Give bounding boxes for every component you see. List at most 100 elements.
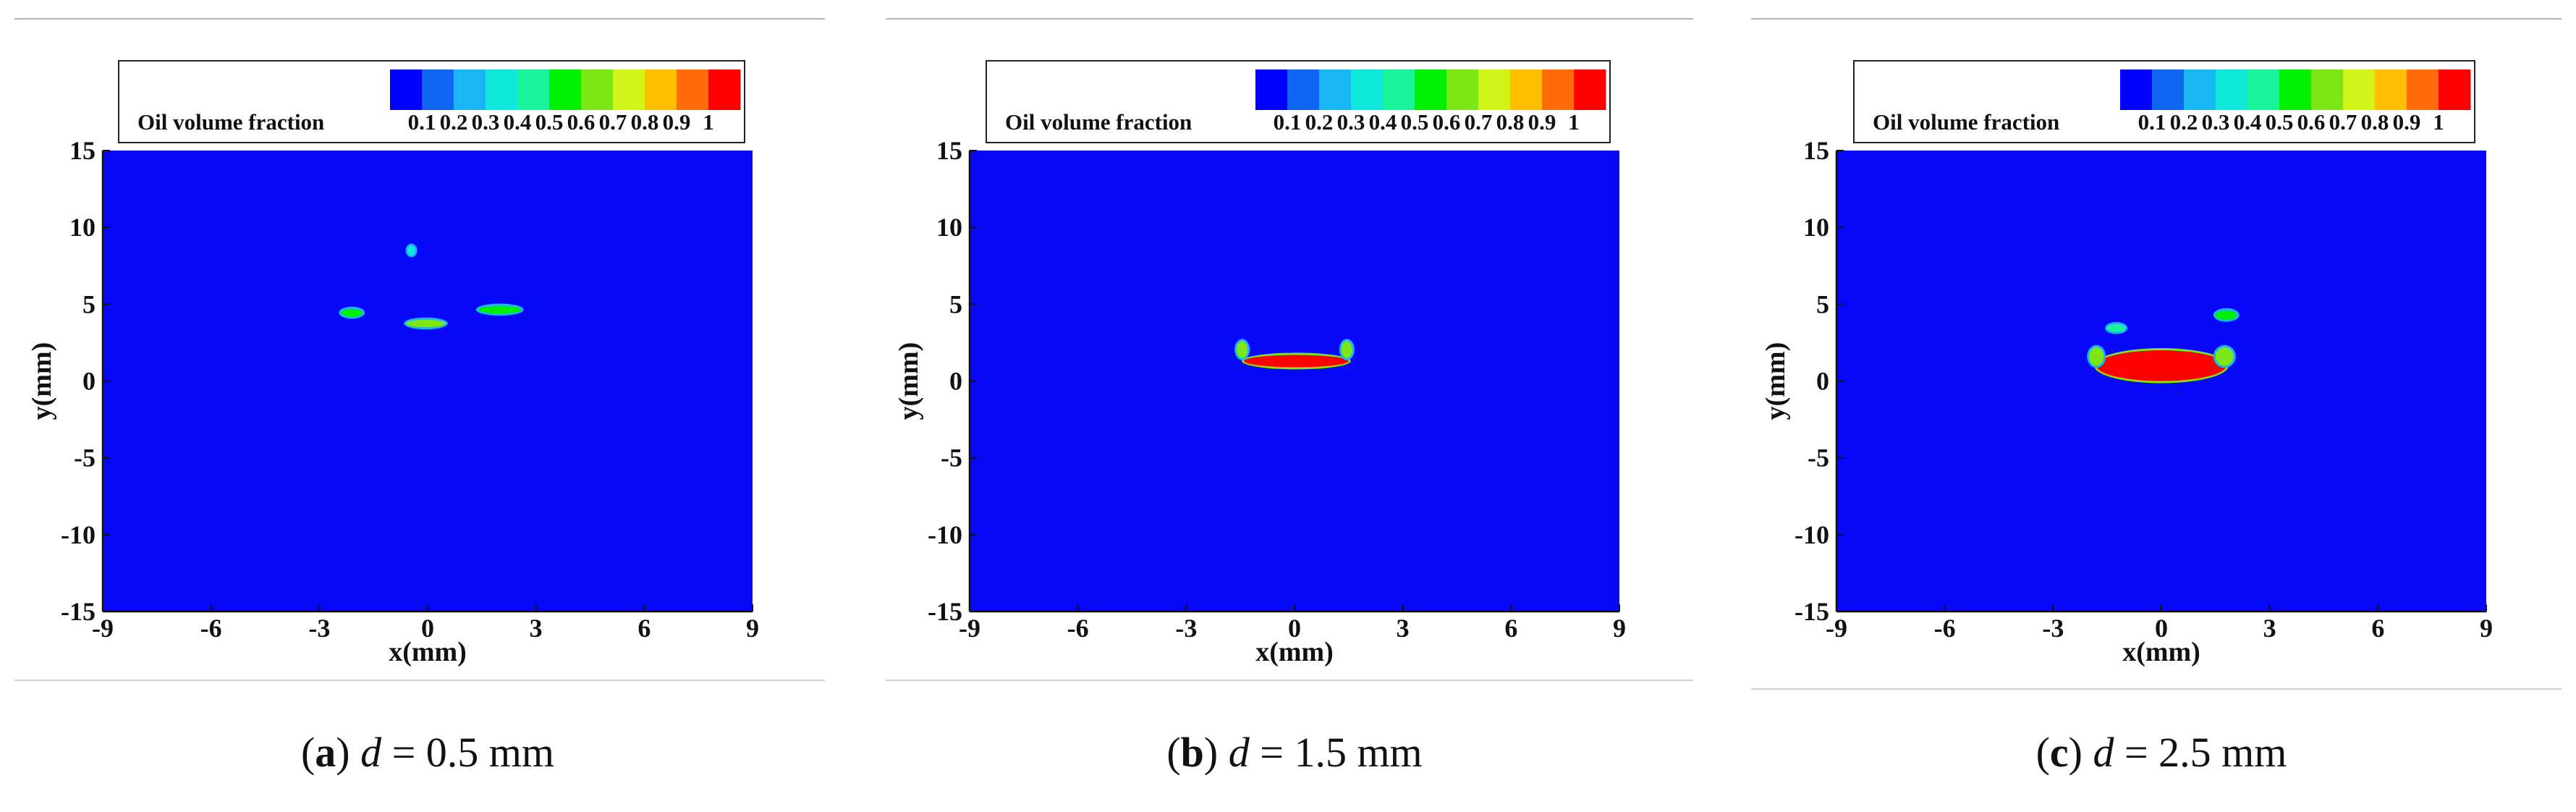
colormap-legend: Oil volume fraction 0.1 0.2 0.3 0.4 0.5 0.6 0.7… [986, 60, 1611, 143]
x-tick-label: 3 [1397, 614, 1410, 643]
legend-swatch [1287, 69, 1320, 110]
droplet [406, 319, 446, 328]
legend-swatch [517, 69, 550, 110]
y-tick-label: 5 [1816, 289, 1829, 318]
legend-swatch [1255, 69, 1288, 110]
x-tick-label: 9 [2480, 614, 2493, 643]
caption-paren: ) [1203, 729, 1229, 776]
legend-swatch [2152, 69, 2185, 110]
caption-c: (c) d = 2.5 mm [1980, 724, 2342, 782]
legend-swatch [1351, 69, 1384, 110]
legend-tick: 0.5 [535, 109, 564, 135]
caption-paren: ( [2035, 729, 2050, 776]
y-tick-label: 10 [936, 213, 962, 242]
droplet [478, 305, 522, 314]
x-axis-label: x(mm) [1255, 637, 1334, 667]
x-tick-label: 6 [637, 614, 651, 643]
caption-value: = 1.5 mm [1249, 729, 1423, 776]
legend-tick: 0.8 [1496, 109, 1525, 135]
legend-label: Oil volume fraction [1873, 109, 2059, 135]
legend-label: Oil volume fraction [137, 109, 324, 135]
droplet [1237, 341, 1248, 358]
y-tick-label: -5 [1808, 444, 1829, 473]
legend-swatch [2184, 69, 2216, 110]
y-tick-label: 0 [82, 367, 96, 396]
x-tick-label: 9 [1613, 614, 1626, 643]
x-tick-label: -6 [1067, 614, 1089, 643]
legend-swatch [2311, 69, 2344, 110]
droplet [1244, 355, 1349, 368]
legend-tick: 0.7 [599, 109, 627, 135]
droplet [341, 308, 363, 317]
caption-variable: d [360, 729, 382, 776]
x-tick-label: 6 [2371, 614, 2384, 643]
caption-paren: ( [1166, 729, 1181, 776]
y-axis-label: y(mm) [894, 342, 924, 420]
legend-swatch [2375, 69, 2407, 110]
legend-swatch [613, 69, 645, 110]
legend-swatch [390, 69, 423, 110]
legend-tick: 1 [703, 109, 714, 135]
y-tick-label: 5 [949, 289, 962, 318]
panel-b: Oil volume fraction 0.1 0.2 0.3 0.4 0.5 0.6 0.7… [886, 18, 1693, 681]
droplet [2215, 310, 2237, 320]
y-tick-label: 15 [936, 136, 962, 165]
legend-tick: 1 [2433, 109, 2444, 135]
caption-value: = 2.5 mm [2114, 729, 2287, 776]
x-tick-label: 0 [2155, 614, 2168, 643]
y-tick-label: -15 [928, 597, 962, 626]
legend-tick: 0.6 [2297, 109, 2326, 135]
y-tick-label: -10 [1795, 520, 1829, 549]
legend-tick: 0.2 [440, 109, 468, 135]
y-tick-label: 15 [1803, 136, 1829, 165]
y-tick-label: -10 [928, 520, 962, 549]
legend-swatch [2216, 69, 2248, 110]
legend-swatch [1478, 69, 1511, 110]
droplet [407, 245, 415, 255]
legend-tick: 0.3 [472, 109, 500, 135]
y-tick-label: 0 [1816, 367, 1829, 396]
legend-swatch [2279, 69, 2312, 110]
legend-tick: 0.9 [1528, 109, 1556, 135]
caption-variable: d [1228, 729, 1250, 776]
legend-swatch [2247, 69, 2280, 110]
legend-swatch [549, 69, 582, 110]
droplet [2215, 347, 2234, 366]
legend-tick: 0.4 [504, 109, 532, 135]
caption-b: (b) d = 1.5 mm [1114, 724, 1475, 782]
x-tick-label: 0 [421, 614, 434, 643]
droplet [2096, 350, 2227, 381]
plot-area [970, 151, 1619, 612]
legend-label: Oil volume fraction [1005, 109, 1192, 135]
y-tick-label: -5 [74, 444, 96, 473]
x-tick-label: -9 [1826, 614, 1847, 643]
colormap-legend: Oil volume fraction 0.1 0.2 0.3 0.4 0.5 0.6 0.7… [1853, 60, 2475, 143]
x-tick-label: 3 [2263, 614, 2276, 643]
y-tick-label: -10 [61, 520, 96, 549]
legend-tick: 0.4 [1369, 109, 1397, 135]
droplet-layer [2087, 308, 2240, 384]
droplet [1341, 341, 1352, 358]
legend-swatch [1574, 69, 1606, 110]
panel-c: Oil volume fraction 0.1 0.2 0.3 0.4 0.5 0.6 0.7… [1751, 18, 2562, 690]
caption-letter: c [2049, 729, 2069, 776]
caption-paren: ( [300, 729, 315, 776]
y-tick-label: 5 [82, 289, 96, 318]
legend-swatch [1542, 69, 1575, 110]
y-tick-label: 0 [949, 367, 962, 396]
legend-tick: 0.3 [1337, 109, 1365, 135]
x-tick-label: 0 [1288, 614, 1301, 643]
legend-swatch [2439, 69, 2471, 110]
legend-tick: 0.8 [2361, 109, 2389, 135]
y-axis-label: y(mm) [1761, 342, 1791, 420]
legend-swatch [1383, 69, 1415, 110]
legend-swatch [2120, 69, 2153, 110]
legend-swatch [422, 69, 454, 110]
legend-tick: 0.2 [2170, 109, 2198, 135]
legend-tick: 0.1 [1274, 109, 1302, 135]
droplet-layer [339, 243, 524, 330]
caption-value: = 0.5 mm [381, 729, 555, 776]
y-tick-label: 15 [69, 136, 96, 165]
legend-swatch [1319, 69, 1352, 110]
